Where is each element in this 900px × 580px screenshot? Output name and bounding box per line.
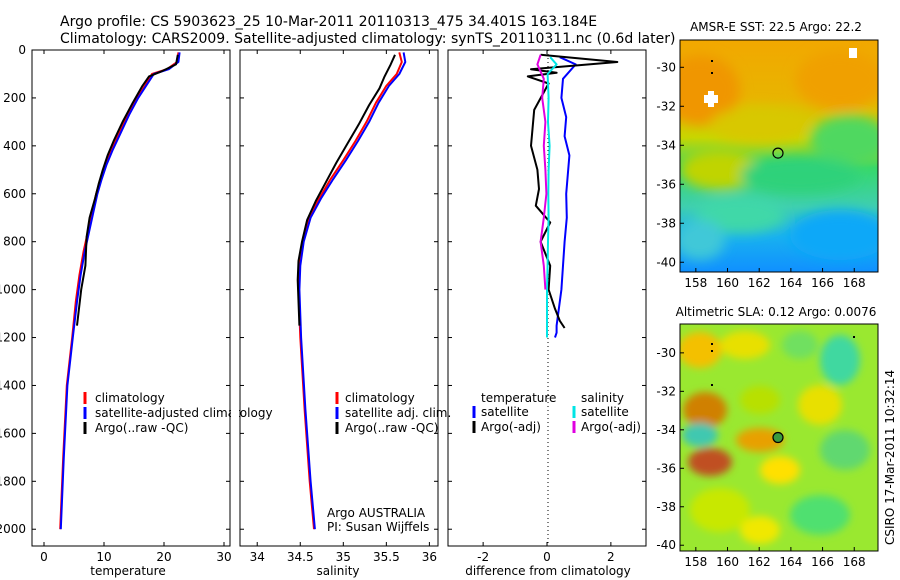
sst-map-frame: [679, 39, 879, 273]
temperature-series: [59, 52, 181, 530]
temperature-axis: 0 10 20 30: [40, 50, 232, 564]
map-y-tick-label: -36: [656, 177, 676, 191]
x-tick-label: 2: [607, 550, 615, 564]
legend-label-diff-temp-sat: satellite: [481, 405, 529, 419]
figure-title-line2: Climatology: CARS2009. Satellite-adjuste…: [60, 31, 675, 47]
map-y-tick-label: -30: [656, 346, 676, 360]
series-line-salinity-argo-adj: [536, 54, 548, 290]
sst-argo-location-marker: [772, 147, 784, 159]
legend-label-satellite: satellite-adjusted climatology: [95, 406, 273, 420]
credit-line1: Argo AUSTRALIA: [327, 506, 426, 520]
legend-label-sal-climatology: climatology: [345, 391, 415, 405]
map-x-tick-label: 166: [811, 276, 834, 290]
series-line-satellite-adjusted-climatology: [59, 52, 181, 530]
salinity-axis: 34 34.5 35 35.5 36: [250, 50, 437, 564]
sla-argo-location-marker: [772, 431, 784, 444]
series-line-temperature-satellite: [554, 56, 577, 338]
map-x-tick-label: 162: [748, 276, 771, 290]
map-x-tick-label: 162: [748, 555, 771, 569]
series-line-salinity-satellite: [546, 56, 558, 338]
map-y-tick-label: -34: [656, 423, 676, 437]
difference-axis: -2 0 2: [477, 50, 615, 564]
map-x-tick-label: 166: [811, 555, 834, 569]
sla-map-axes: 158 160 162 164 166 168 -30 -32 -34 -36 -38 -40: [656, 346, 865, 569]
map-y-tick-label: -32: [656, 384, 676, 398]
map-x-tick-label: 160: [716, 276, 739, 290]
legend-label-argo: Argo(..raw -QC): [95, 421, 188, 435]
series-line-temperature-argo-adj: [526, 53, 619, 329]
legend-label-climatology: climatology: [95, 391, 165, 405]
x-tick-label: 0: [543, 550, 551, 564]
map-y-tick-label: -36: [656, 461, 676, 475]
depth-tick-label: 0: [18, 43, 26, 57]
figure-title-line1: Argo profile: CS 5903623_25 10-Mar-2011 …: [60, 14, 597, 30]
map-x-tick-label: 158: [684, 555, 707, 569]
map-y-tick-label: -38: [656, 216, 676, 230]
sst-map-title: AMSR-E SST: 22.5 Argo: 22.2: [690, 20, 862, 34]
legend-label-sal-satellite: satellite adj. clim.: [345, 406, 451, 420]
series-line-argo-raw-qc: [296, 54, 396, 326]
depth-tick-label: 1200: [0, 331, 26, 345]
x-tick-label: -2: [477, 550, 489, 564]
x-tick-label: 30: [216, 550, 231, 564]
legend-label-diff-sal-argo: Argo(-adj): [581, 420, 641, 434]
depth-tick-label: 600: [3, 187, 26, 201]
difference-series: [526, 53, 619, 338]
series-line-satellite-adj-clim: [298, 52, 407, 530]
map-x-tick-label: 168: [843, 555, 866, 569]
salinity-series: [296, 52, 407, 530]
x-tick-label: 36: [422, 550, 437, 564]
salinity-legend: climatology satellite adj. clim. Argo(..…: [335, 391, 451, 435]
map-x-tick-label: 164: [779, 555, 802, 569]
map-x-tick-label: 168: [843, 276, 866, 290]
map-x-tick-label: 164: [779, 276, 802, 290]
map-x-tick-label: 158: [684, 276, 707, 290]
series-line-argo-raw-qc: [76, 54, 179, 326]
x-tick-label: 34.5: [287, 550, 314, 564]
temperature-panel-frame: [31, 49, 231, 547]
x-tick-label: 35: [336, 550, 351, 564]
map-y-tick-label: -38: [656, 500, 676, 514]
legend-label-diff-sal-sat: satellite: [581, 405, 629, 419]
depth-tick-label: 400: [3, 139, 26, 153]
legend-header-salinity: salinity: [581, 391, 624, 405]
sla-map-frame: [679, 323, 879, 552]
depth-tick-label: 2000: [0, 522, 26, 536]
map-x-tick-label: 160: [716, 555, 739, 569]
map-y-tick-label: -30: [656, 60, 676, 74]
depth-tick-label: 200: [3, 91, 26, 105]
series-line-climatology: [297, 52, 403, 530]
depth-axis: 0 200 400 600 800 1000 1200 1400 1600 1800 2000: [0, 43, 646, 536]
sla-map-title: Altimetric SLA: 0.12 Argo: 0.0076: [676, 305, 877, 319]
credit-line2: PI: Susan Wijffels: [327, 520, 429, 534]
map-y-tick-label: -34: [656, 138, 676, 152]
sst-map-image: [680, 40, 878, 272]
legend-header-temperature: temperature: [481, 391, 556, 405]
depth-tick-label: 1800: [0, 474, 26, 488]
x-tick-label: 35.5: [373, 550, 400, 564]
depth-tick-label: 1400: [0, 378, 26, 392]
temperature-xlabel: temperature: [90, 564, 165, 578]
difference-legend: temperature salinity satellite Argo(-adj…: [472, 391, 641, 434]
salinity-xlabel: salinity: [316, 564, 359, 578]
salinity-panel-frame: [239, 49, 439, 547]
legend-label-sal-argo: Argo(..raw -QC): [345, 421, 438, 435]
x-tick-label: 0: [40, 550, 48, 564]
temperature-legend: climatology satellite-adjusted climatolo…: [83, 391, 273, 435]
timestamp: CSIRO 17-Mar-2011 10:32:14: [883, 370, 897, 545]
x-tick-label: 34: [250, 550, 265, 564]
legend-label-diff-temp-argo: Argo(-adj): [481, 420, 541, 434]
map-y-tick-label: -40: [656, 255, 676, 269]
difference-xlabel: difference from climatology: [465, 564, 631, 578]
depth-tick-label: 800: [3, 235, 26, 249]
depth-tick-label: 1600: [0, 426, 26, 440]
map-y-tick-label: -32: [656, 99, 676, 113]
map-y-tick-label: -40: [656, 538, 676, 552]
x-tick-label: 20: [156, 550, 171, 564]
depth-tick-label: 1000: [0, 283, 26, 297]
x-tick-label: 10: [96, 550, 111, 564]
sst-map-axes: 158 160 162 164 166 168 -30 -32 -34 -36 -38 -40: [656, 60, 865, 290]
